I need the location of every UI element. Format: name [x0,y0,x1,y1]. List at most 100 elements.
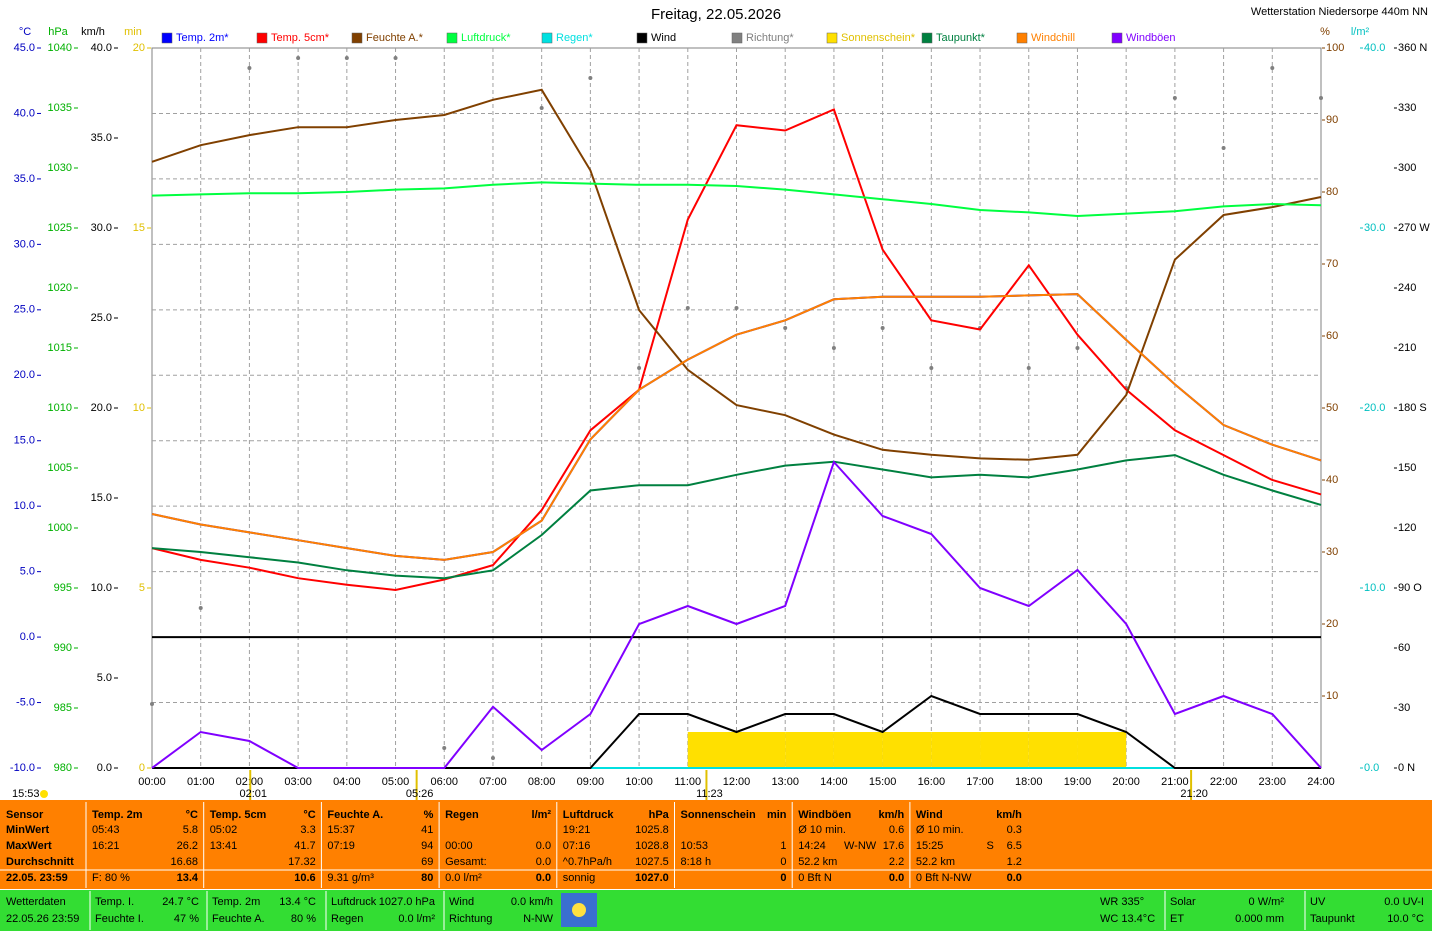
x-tick-label: 24:00 [1307,776,1335,788]
cell-label: 05:02 [210,824,238,836]
sunshine-bar [1028,732,1078,768]
status-panel [0,890,1432,931]
x-tick-label: 13:00 [771,776,799,788]
x-tick-label: 03:00 [284,776,312,788]
y-tick-label: 25.0 [14,304,35,316]
y-tick-label: 1025 [48,222,72,234]
y-tick-label: 1035 [48,102,72,114]
y-tick-label: -10.0 [10,762,35,774]
x-tick-label: 23:00 [1259,776,1287,788]
annotation-label: 02:01 [239,788,267,800]
status-value: 80 % [291,913,316,925]
row-label: MaxWert [6,840,52,852]
y-tick-label: 360 N [1398,42,1427,54]
status-value: N-NW [523,913,554,925]
direction-dot [150,702,154,706]
legend-label: Regen* [556,32,593,44]
cell-value: 0 [780,856,786,868]
cell-label: 07:16 [563,840,591,852]
annotation-label: 11:23 [696,788,723,800]
cell-label: 0 Bft N [798,872,832,884]
series-line [151,460,1322,769]
column-unit: km/h [879,809,905,821]
y-tick-label: 20.0 [91,402,112,414]
status-value: 13.4 °C [279,896,316,908]
axis-unit: min [124,26,142,38]
cell-label: 0.0 l/m² [445,872,482,884]
column-title: Windböen [798,809,851,821]
status-key: Taupunkt [1310,913,1355,925]
x-tick-label: 22:00 [1210,776,1238,788]
cell-label: ^0.7hPa/h [563,856,612,868]
y-tick-label: 1010 [48,402,72,414]
legend-swatch [256,32,268,44]
status-key: Wind [449,896,474,908]
direction-dot [1075,346,1080,350]
cell-value: 0.0 [889,872,904,884]
row-label: Sensor [6,809,44,821]
legend-swatch [1111,32,1123,44]
cell-value: 5.8 [183,824,198,836]
cell-label: 05:43 [92,824,120,836]
y-tick-label: 1000 [48,522,72,534]
sunshine-bar [736,732,786,768]
y-tick-label: 980 [54,762,72,774]
y-tick-label: 30 [1326,546,1338,558]
column-unit: % [424,809,434,821]
y-tick-label: 35.0 [91,132,112,144]
status-extra: WR 335° [1100,896,1144,908]
cell-value: 41 [421,824,433,836]
x-tick-label: 01:00 [187,776,215,788]
y-tick-label: 240 [1398,282,1416,294]
direction-dot [198,606,203,610]
y-tick-label: 100 [1326,42,1344,54]
direction-dot [880,326,885,330]
x-tick-label: 00:00 [138,776,166,788]
y-tick-label: 1015 [48,342,72,354]
y-tick-label: 40.0 [1364,42,1385,54]
annotation-label: 21:20 [1180,788,1208,800]
axis-unit: °C [19,26,31,38]
cell-value: 94 [421,840,433,852]
legend-label: Windböen [1126,32,1176,44]
legend-swatch [921,32,933,44]
cell-value: 1028.8 [635,840,669,852]
y-tick-label: 1030 [48,162,72,174]
y-tick-label: 20 [1326,618,1338,630]
cell-label: 52.2 km [798,856,837,868]
y-tick-label: 15.0 [91,492,112,504]
row-label: MinWert [6,824,50,836]
column-unit: min [767,809,787,821]
cell-value: 26.2 [177,840,198,852]
row-label: 22.05. 23:59 [6,872,68,884]
y-tick-label: 5.0 [20,566,35,578]
y-tick-label: 40 [1326,474,1338,486]
y-tick-label: 985 [54,702,72,714]
x-tick-label: 16:00 [918,776,946,788]
column-unit: l/m² [532,809,552,821]
y-tick-label: 5.0 [97,672,112,684]
axis-unit: hPa [48,26,68,38]
legend-label: Sonnenschein* [841,32,916,44]
x-tick-label: 04:00 [333,776,361,788]
y-tick-label: 1020 [48,282,72,294]
column-title: Feuchte A. [327,809,383,821]
sunshine-bar [687,732,737,768]
sunshine-bar [833,732,883,768]
cell-label: F: 80 % [92,872,130,884]
column-unit: °C [186,809,198,821]
legend-label: Feuchte A.* [366,32,424,44]
y-tick-label: 40.0 [91,42,112,54]
y-tick-label: 70 [1326,258,1338,270]
cell-label: 13:41 [210,840,238,852]
sunshine-bar [882,732,932,768]
column-title: Luftdruck [563,809,615,821]
x-tick-label: 15:00 [869,776,897,788]
status-value: 0.0 l/m² [398,913,435,925]
cell-value: 2.2 [889,856,904,868]
cell-label: 0 Bft N-NW [916,872,972,884]
y-tick-label: 1005 [48,462,72,474]
legend-label: Richtung* [746,32,794,44]
status-key: Temp. I. [95,896,134,908]
